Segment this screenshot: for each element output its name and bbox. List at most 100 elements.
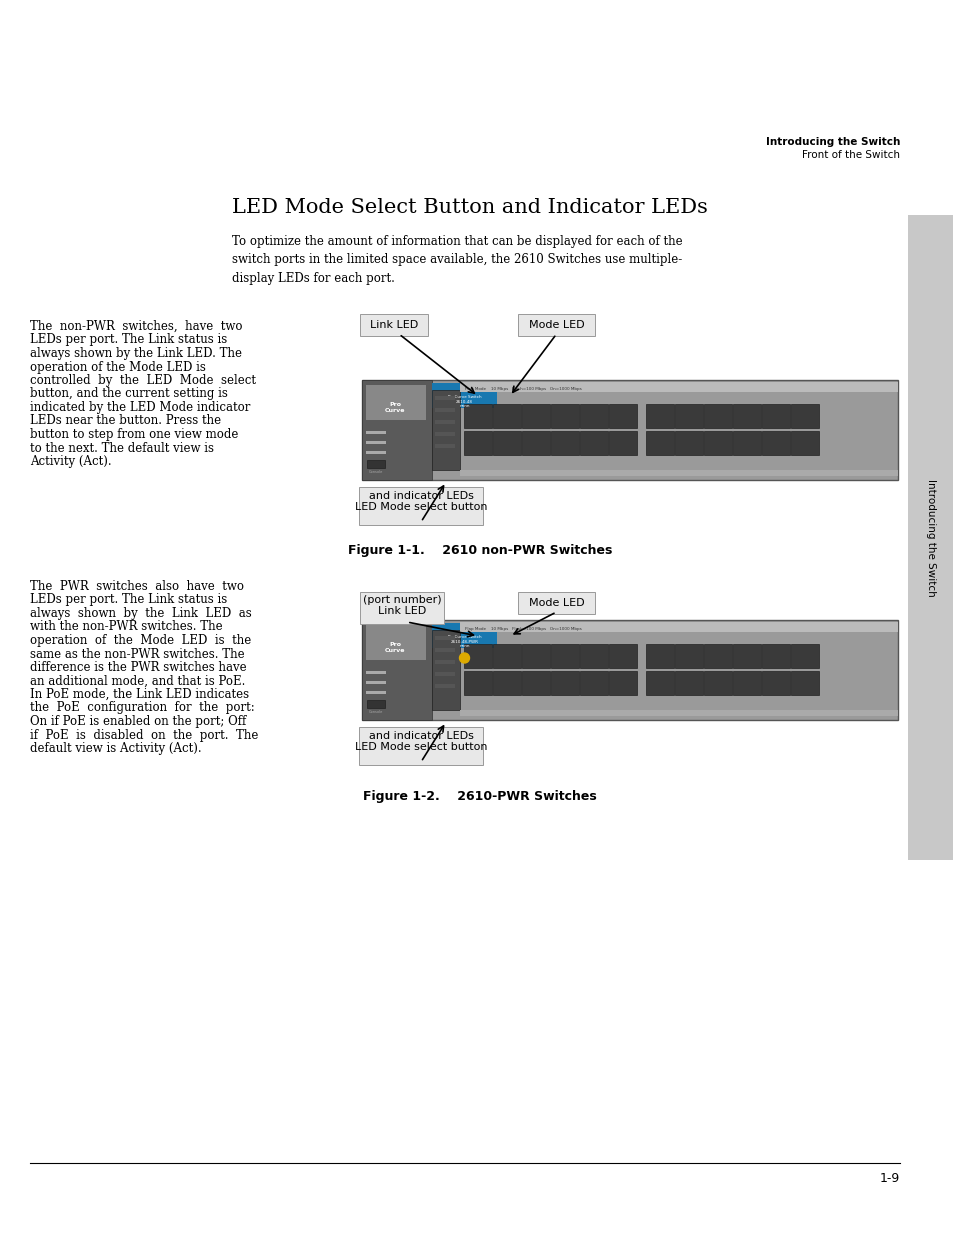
FancyBboxPatch shape xyxy=(608,671,637,695)
Bar xyxy=(435,648,455,652)
Bar xyxy=(435,659,455,664)
FancyBboxPatch shape xyxy=(517,592,595,614)
Text: Flap Mode    10 Mbps   Flash=100 Mbps   On=1000 Mbps: Flap Mode 10 Mbps Flash=100 Mbps On=1000… xyxy=(464,627,581,631)
Bar xyxy=(435,445,455,448)
Text: Console: Console xyxy=(369,710,383,714)
Text: LEDs per port. The Link status is: LEDs per port. The Link status is xyxy=(30,594,227,606)
FancyBboxPatch shape xyxy=(463,404,492,429)
FancyBboxPatch shape xyxy=(493,671,520,695)
Text: operation  of  the  Mode  LED  is  the: operation of the Mode LED is the xyxy=(30,634,251,647)
Text: difference is the PWR switches have: difference is the PWR switches have xyxy=(30,661,247,674)
FancyBboxPatch shape xyxy=(521,431,550,454)
FancyBboxPatch shape xyxy=(579,643,607,668)
FancyBboxPatch shape xyxy=(521,404,550,429)
FancyBboxPatch shape xyxy=(645,643,673,668)
Bar xyxy=(432,630,459,710)
FancyBboxPatch shape xyxy=(579,404,607,429)
FancyBboxPatch shape xyxy=(761,431,789,454)
Text: Introducing the Switch: Introducing the Switch xyxy=(925,479,935,597)
FancyBboxPatch shape xyxy=(703,431,731,454)
Bar xyxy=(435,408,455,412)
Bar xyxy=(361,620,432,720)
Bar xyxy=(435,684,455,688)
Text: button, and the current setting is: button, and the current setting is xyxy=(30,388,228,400)
FancyBboxPatch shape xyxy=(732,671,760,695)
Bar xyxy=(459,382,897,391)
Bar xyxy=(366,671,386,674)
Text: The  non-PWR  switches,  have  two: The non-PWR switches, have two xyxy=(30,320,242,333)
Text: indicated by the LED Mode indicator: indicated by the LED Mode indicator xyxy=(30,401,250,414)
Bar xyxy=(907,215,953,860)
Text: On if PoE is enabled on the port; Off: On if PoE is enabled on the port; Off xyxy=(30,715,246,727)
Bar xyxy=(459,710,897,716)
Bar xyxy=(367,459,385,468)
FancyBboxPatch shape xyxy=(675,404,702,429)
FancyBboxPatch shape xyxy=(517,314,595,336)
Text: Mode LED: Mode LED xyxy=(528,320,583,330)
Bar xyxy=(366,680,386,684)
FancyBboxPatch shape xyxy=(790,431,818,454)
Text: Activity (Act).: Activity (Act). xyxy=(30,454,112,468)
FancyBboxPatch shape xyxy=(551,431,578,454)
FancyBboxPatch shape xyxy=(645,404,673,429)
FancyBboxPatch shape xyxy=(608,404,637,429)
FancyBboxPatch shape xyxy=(645,431,673,454)
FancyBboxPatch shape xyxy=(358,487,482,525)
FancyBboxPatch shape xyxy=(551,671,578,695)
Text: with the non-PWR switches. The: with the non-PWR switches. The xyxy=(30,620,222,634)
FancyBboxPatch shape xyxy=(608,431,637,454)
Bar xyxy=(366,451,386,454)
FancyBboxPatch shape xyxy=(493,643,520,668)
Bar xyxy=(459,471,897,475)
Bar xyxy=(361,380,432,480)
FancyBboxPatch shape xyxy=(358,727,482,764)
FancyBboxPatch shape xyxy=(790,404,818,429)
FancyBboxPatch shape xyxy=(359,592,443,624)
FancyBboxPatch shape xyxy=(675,671,702,695)
Bar xyxy=(435,636,455,640)
Text: The  PWR  switches  also  have  two: The PWR switches also have two xyxy=(30,580,244,593)
Text: LEDs per port. The Link status is: LEDs per port. The Link status is xyxy=(30,333,227,347)
FancyBboxPatch shape xyxy=(761,643,789,668)
FancyBboxPatch shape xyxy=(608,643,637,668)
FancyBboxPatch shape xyxy=(463,643,492,668)
Text: Flap Mode    10 Mbps   Flash=100 Mbps   On=1000 Mbps: Flap Mode 10 Mbps Flash=100 Mbps On=1000… xyxy=(464,387,581,391)
FancyBboxPatch shape xyxy=(732,431,760,454)
FancyBboxPatch shape xyxy=(359,314,428,336)
Bar xyxy=(361,620,897,720)
Text: always shown by the Link LED. The: always shown by the Link LED. The xyxy=(30,347,242,359)
FancyBboxPatch shape xyxy=(551,404,578,429)
Text: to the next. The default view is: to the next. The default view is xyxy=(30,441,213,454)
Circle shape xyxy=(459,653,469,663)
FancyBboxPatch shape xyxy=(790,643,818,668)
FancyBboxPatch shape xyxy=(703,643,731,668)
Text: controlled  by  the  LED  Mode  select: controlled by the LED Mode select xyxy=(30,374,255,387)
Bar xyxy=(459,622,897,632)
Bar xyxy=(366,431,386,433)
Text: an additional mode, and that is PoE.: an additional mode, and that is PoE. xyxy=(30,674,245,688)
Text: operation of the Mode LED is: operation of the Mode LED is xyxy=(30,361,206,373)
Text: default view is Activity (Act).: default view is Activity (Act). xyxy=(30,742,201,755)
Bar xyxy=(366,692,386,694)
FancyBboxPatch shape xyxy=(732,404,760,429)
FancyBboxPatch shape xyxy=(703,671,731,695)
FancyBboxPatch shape xyxy=(732,643,760,668)
Bar xyxy=(432,383,497,408)
Text: (port number): (port number) xyxy=(362,595,441,605)
Bar xyxy=(366,385,426,420)
Text: Front of the Switch: Front of the Switch xyxy=(801,149,899,161)
Bar xyxy=(435,420,455,424)
Text: ProCurve Switch
2610-48-PWR
nnnn: ProCurve Switch 2610-48-PWR nnnn xyxy=(447,635,481,648)
Text: Link LED: Link LED xyxy=(370,320,417,330)
Text: LEDs near the button. Press the: LEDs near the button. Press the xyxy=(30,415,221,427)
Text: Mode LED: Mode LED xyxy=(528,598,583,608)
Text: LED Mode select button: LED Mode select button xyxy=(355,501,487,513)
Text: Figure 1-1.    2610 non-PWR Switches: Figure 1-1. 2610 non-PWR Switches xyxy=(348,543,612,557)
FancyBboxPatch shape xyxy=(645,671,673,695)
Text: ProCurve Switch
2610-48
nnnn: ProCurve Switch 2610-48 nnnn xyxy=(447,395,481,409)
FancyBboxPatch shape xyxy=(493,431,520,454)
Text: Pro
Curve: Pro Curve xyxy=(384,642,405,653)
Text: button to step from one view mode: button to step from one view mode xyxy=(30,429,238,441)
Text: To optimize the amount of information that can be displayed for each of the
swit: To optimize the amount of information th… xyxy=(232,235,682,285)
FancyBboxPatch shape xyxy=(579,431,607,454)
